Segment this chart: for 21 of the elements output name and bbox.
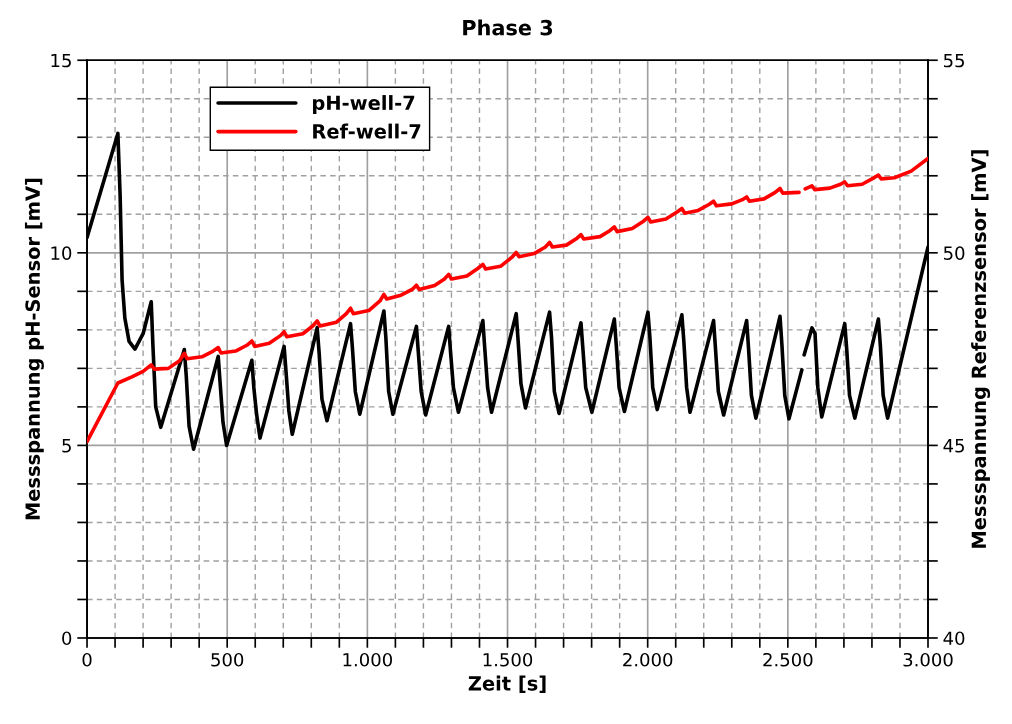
x-tick-label: 500 bbox=[211, 652, 244, 667]
y2-tick-label: 40 bbox=[943, 631, 965, 646]
y2-tick-label: 45 bbox=[943, 439, 964, 453]
x-tick-label: 3.000 bbox=[903, 652, 953, 667]
legend-label: pH-well-7 bbox=[313, 95, 415, 114]
y2-tick-label: 55 bbox=[943, 53, 964, 68]
y-axis-title: Messspannung pH-Sensor [mV] bbox=[24, 178, 44, 520]
x-tick-label: 2.000 bbox=[623, 652, 673, 667]
x-tick-label: 2.500 bbox=[763, 652, 813, 667]
x-axis-title: Zeit [s] bbox=[468, 675, 546, 693]
y-tick-label: 10 bbox=[51, 246, 72, 260]
x-tick-label: 1.000 bbox=[343, 652, 392, 667]
x-tick-label: 1.500 bbox=[483, 652, 533, 667]
y-tick-label: 0 bbox=[62, 631, 72, 646]
y2-axis-title: Messspannung Referenzsensor [mV] bbox=[971, 150, 991, 548]
legend-label: Ref-well-7 bbox=[313, 123, 421, 139]
chart-title: Phase 3 bbox=[463, 19, 553, 36]
y2-tick-label: 50 bbox=[943, 246, 965, 260]
x-tick-label: 0 bbox=[82, 652, 92, 667]
y-tick-label: 5 bbox=[62, 439, 71, 453]
y-tick-label: 15 bbox=[51, 53, 71, 68]
